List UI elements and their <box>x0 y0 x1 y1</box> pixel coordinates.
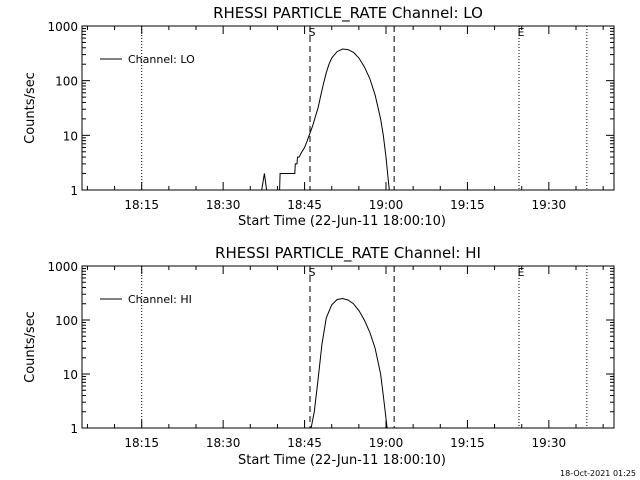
panel-2-ytick-label-2: 100 <box>55 314 78 328</box>
panel-1-ytick-label-3: 1000 <box>47 20 78 34</box>
panel-2-xtick-label-2: 18:45 <box>287 436 322 450</box>
panel-2-plot-frame <box>81 265 615 429</box>
panel-1-xtick-label-1: 18:30 <box>206 198 241 212</box>
panel-2-xtick-label-0: 18:15 <box>124 436 159 450</box>
panel-1-xtick-label-4: 19:15 <box>450 198 485 212</box>
panel-1-legend-label: Channel: LO <box>128 53 195 66</box>
panel-2-ylabel: Counts/sec <box>23 311 38 383</box>
panel-2-series-0-line <box>310 297 388 429</box>
panel-2-legend-label: Channel: HI <box>128 293 192 306</box>
panel-2-xtick-label-3: 19:00 <box>369 436 404 450</box>
panel-1-marker-label-e: E <box>518 26 525 39</box>
panel-1-title: RHESSI PARTICLE_RATE Channel: LO <box>213 4 483 23</box>
panel-2-xtick-label-5: 19:30 <box>532 436 567 450</box>
panel-1-ytick-label-0: 1 <box>70 184 78 198</box>
panel-1-series-0-line <box>261 48 390 191</box>
panel-1-xlabel: Start Time (22-Jun-11 18:00:10) <box>238 214 446 229</box>
panel-1-plot-frame <box>81 25 615 191</box>
panel-2-xtick-label-1: 18:30 <box>206 436 241 450</box>
panel-1-xtick-label-5: 19:30 <box>532 198 567 212</box>
panel-2-ytick-label-1: 10 <box>63 368 78 382</box>
panel-1-ytick-label-1: 10 <box>63 129 78 143</box>
panel-2-xtick-label-4: 19:15 <box>450 436 485 450</box>
panel-2-xlabel: Start Time (22-Jun-11 18:00:10) <box>238 453 446 468</box>
footer-timestamp: 18-Oct-2021 01:25 <box>560 469 636 478</box>
panel-1-xtick-label-2: 18:45 <box>287 198 322 212</box>
panel-1-xtick-label-0: 18:15 <box>124 198 159 212</box>
panel-2-ytick-label-0: 1 <box>70 422 78 436</box>
panel-2-ytick-label-3: 1000 <box>47 260 78 274</box>
panel-1-ylabel: Counts/sec <box>23 72 38 144</box>
panel-1-xtick-label-3: 19:00 <box>369 198 404 212</box>
panel-1-marker-label-s: S <box>309 26 316 39</box>
panel-1-ytick-label-2: 100 <box>55 75 78 89</box>
panel-2-title: RHESSI PARTICLE_RATE Channel: HI <box>215 244 481 263</box>
panel-2-marker-label-e: E <box>518 266 525 279</box>
panel-2-marker-label-s: S <box>309 266 316 279</box>
